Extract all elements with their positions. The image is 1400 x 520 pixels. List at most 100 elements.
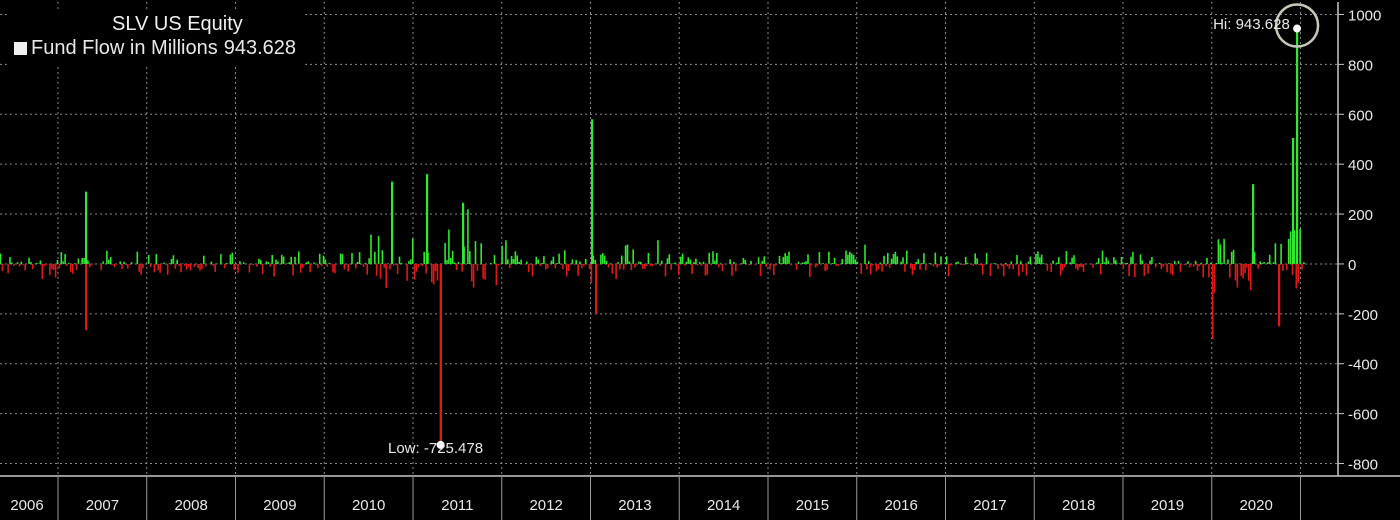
flow-bar <box>459 263 462 265</box>
flow-bar <box>919 263 921 270</box>
flow-bar <box>934 252 937 264</box>
flow-bar <box>651 263 653 267</box>
flow-bar <box>761 260 764 264</box>
flow-bar <box>417 263 420 268</box>
flow-bar <box>581 263 583 269</box>
flow-bar <box>516 255 519 264</box>
flow-bar <box>706 263 709 275</box>
flow-bar <box>603 255 606 264</box>
flow-bar <box>130 262 133 264</box>
flow-bar <box>877 263 880 270</box>
flow-bar <box>273 263 275 277</box>
flow-bar <box>849 251 851 264</box>
spike-bar <box>391 181 394 264</box>
flow-bar <box>1105 257 1108 264</box>
flow-bar <box>157 263 159 271</box>
flow-bar <box>275 259 277 264</box>
flow-bar <box>185 263 188 270</box>
flow-bar <box>497 263 500 266</box>
flow-bar <box>1168 263 1170 264</box>
flow-bar <box>383 263 386 268</box>
flow-bar <box>550 260 553 264</box>
x-tick-label: 2020 <box>1239 497 1272 514</box>
flow-bar <box>341 254 344 264</box>
flow-bar <box>1113 257 1115 264</box>
flow-bar <box>43 263 45 267</box>
y-tick-label: 400 <box>1348 157 1373 174</box>
flow-bar <box>434 263 437 272</box>
flow-bar <box>818 252 821 264</box>
flow-bar <box>945 256 948 264</box>
flow-bar <box>1075 263 1077 269</box>
flow-bar <box>733 262 735 264</box>
flow-bar <box>1046 263 1049 271</box>
flow-bar <box>193 263 196 267</box>
flow-bar <box>1192 263 1195 267</box>
legend-series-value: 943.628 <box>223 37 297 59</box>
flow-bar <box>265 261 268 264</box>
flow-bar <box>693 262 695 264</box>
flow-bar <box>153 263 156 273</box>
flow-bar <box>902 257 904 264</box>
flow-bar <box>453 262 456 264</box>
flow-bar <box>906 250 908 264</box>
flow-bar <box>159 263 161 273</box>
flow-bar <box>786 255 788 264</box>
flow-bar <box>1293 230 1296 264</box>
flow-bar <box>0 253 2 264</box>
flow-bar <box>1132 252 1134 264</box>
flow-bar <box>980 263 982 266</box>
flow-bar <box>744 260 747 264</box>
flow-bar <box>1229 263 1231 278</box>
x-tick-label: 2010 <box>352 497 385 514</box>
flow-bar <box>267 262 270 264</box>
flow-bar <box>102 261 104 264</box>
flow-bar <box>1029 256 1032 264</box>
flow-bar <box>649 263 652 266</box>
flow-bar <box>54 263 57 278</box>
flow-bar <box>607 263 610 268</box>
flow-bar <box>436 263 439 281</box>
flow-bar <box>647 253 650 264</box>
flow-bar <box>301 263 304 269</box>
flow-bar <box>242 262 245 264</box>
flow-bar <box>592 255 595 264</box>
flow-bar <box>313 262 315 264</box>
flow-bar <box>451 250 454 264</box>
flow-bar <box>628 261 631 264</box>
flow-bar <box>619 263 621 270</box>
flow-bar <box>28 257 30 264</box>
y-tick-label: -800 <box>1348 457 1378 474</box>
flow-bar <box>356 262 359 264</box>
spike-bar <box>595 263 598 314</box>
flow-bar <box>320 263 323 267</box>
flow-bar <box>754 263 756 265</box>
flow-bar <box>125 263 127 265</box>
flow-bar <box>1082 263 1085 273</box>
high-marker-ring <box>1274 3 1320 48</box>
flow-bar <box>664 263 667 277</box>
flow-bar <box>90 263 93 265</box>
flow-bar <box>1248 263 1250 281</box>
flow-bar <box>949 263 952 266</box>
flow-bar <box>39 260 42 264</box>
flow-bar <box>698 262 701 264</box>
flow-bar <box>389 263 391 270</box>
flow-bar <box>482 263 484 279</box>
flow-bar <box>1134 263 1136 277</box>
x-tick-label: 2015 <box>796 497 829 514</box>
flow-bar <box>814 263 817 268</box>
flow-bar <box>24 263 26 271</box>
x-tick-label: 2014 <box>707 497 740 514</box>
flow-bar <box>1204 263 1206 266</box>
flow-bar <box>740 263 743 264</box>
flow-bar <box>1244 263 1246 274</box>
flow-bar <box>1200 262 1203 264</box>
flow-bar <box>461 263 463 272</box>
flow-bar <box>298 251 300 264</box>
flow-bar <box>214 263 216 272</box>
spike-bar <box>462 202 465 264</box>
flow-bar <box>1272 262 1275 264</box>
flow-bar <box>362 263 365 267</box>
flow-bar <box>355 263 357 269</box>
